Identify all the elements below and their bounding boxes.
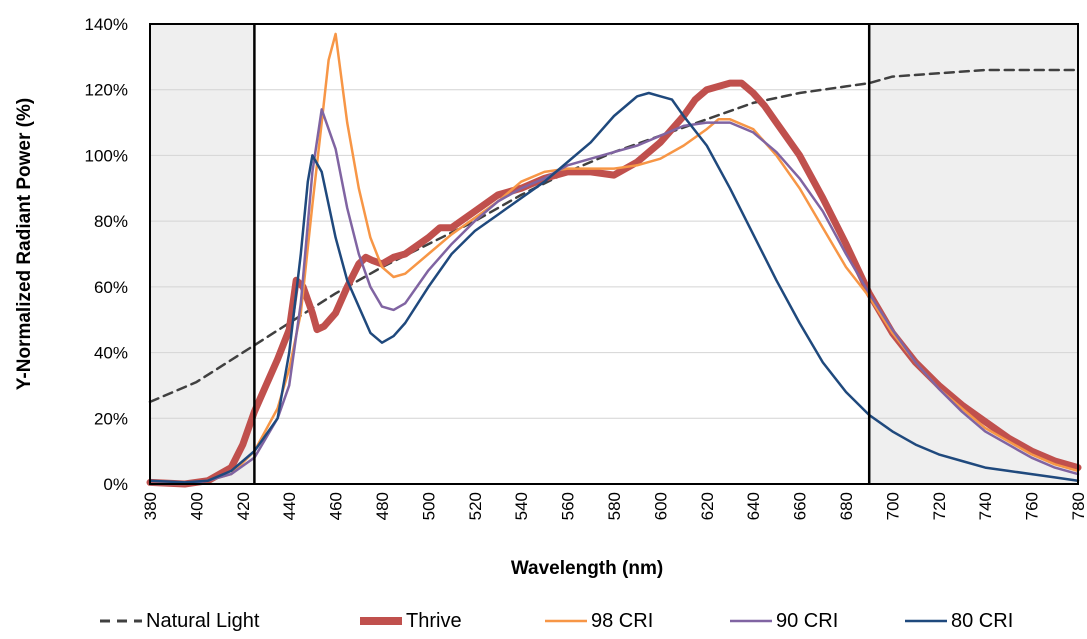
legend-label-90-cri: 90 CRI <box>776 610 838 632</box>
x-tick-label: 760 <box>1023 492 1042 520</box>
x-tick-label: 460 <box>327 492 346 520</box>
x-tick-label: 680 <box>837 492 856 520</box>
legend-label-natural-light: Natural Light <box>146 610 260 632</box>
x-tick-label: 620 <box>698 492 717 520</box>
y-tick-label: 80% <box>94 212 128 231</box>
y-tick-label: 40% <box>94 344 128 363</box>
x-tick-label: 540 <box>512 492 531 520</box>
shaded-region-2 <box>869 24 1078 484</box>
x-tick-label: 440 <box>280 492 299 520</box>
x-tick-label: 500 <box>419 492 438 520</box>
y-tick-label: 60% <box>94 278 128 297</box>
x-tick-label: 700 <box>883 492 902 520</box>
series-lines <box>146 32 1082 488</box>
y-tick-labels: 0% 20% 40% 60% 80% 100% 120% 140% <box>85 15 128 494</box>
x-tick-label: 400 <box>187 492 206 520</box>
plot-border <box>149 23 1079 485</box>
y-tick-label: 0% <box>103 475 128 494</box>
legend-label-98-cri: 98 CRI <box>591 610 653 632</box>
x-tick-label: 660 <box>791 492 810 520</box>
shaded-region-1 <box>150 24 255 484</box>
legend-label-thrive: Thrive <box>406 610 462 632</box>
legend: Natural Light Thrive 98 CRI 90 CRI 80 CRI <box>100 610 1013 632</box>
y-tick-label: 140% <box>85 15 128 34</box>
y-axis-title: Y-Normalized Radiant Power (%) <box>14 98 35 390</box>
x-tick-label: 420 <box>234 492 253 520</box>
series-line-80-cri <box>148 91 1080 484</box>
x-tick-label: 560 <box>559 492 578 520</box>
x-tick-label: 520 <box>466 492 485 520</box>
x-tick-label: 480 <box>373 492 392 520</box>
y-tick-label: 20% <box>94 409 128 428</box>
x-tick-label: 640 <box>744 492 763 520</box>
x-axis-title: Wavelength (nm) <box>511 558 663 579</box>
x-tick-label: 780 <box>1069 492 1087 520</box>
x-tick-labels: 380 400 420 440 460 480 500 520 540 560 580 600 620 6… <box>141 492 1087 520</box>
y-tick-label: 100% <box>85 146 128 165</box>
legend-label-80-cri: 80 CRI <box>951 610 1013 632</box>
x-tick-label: 740 <box>976 492 995 520</box>
plot-background <box>150 24 1078 484</box>
x-tick-label: 380 <box>141 492 160 520</box>
x-tick-label: 600 <box>651 492 670 520</box>
x-tick-label: 720 <box>930 492 949 520</box>
y-tick-label: 120% <box>85 81 128 100</box>
x-tick-label: 580 <box>605 492 624 520</box>
plot-frame <box>149 23 1079 485</box>
